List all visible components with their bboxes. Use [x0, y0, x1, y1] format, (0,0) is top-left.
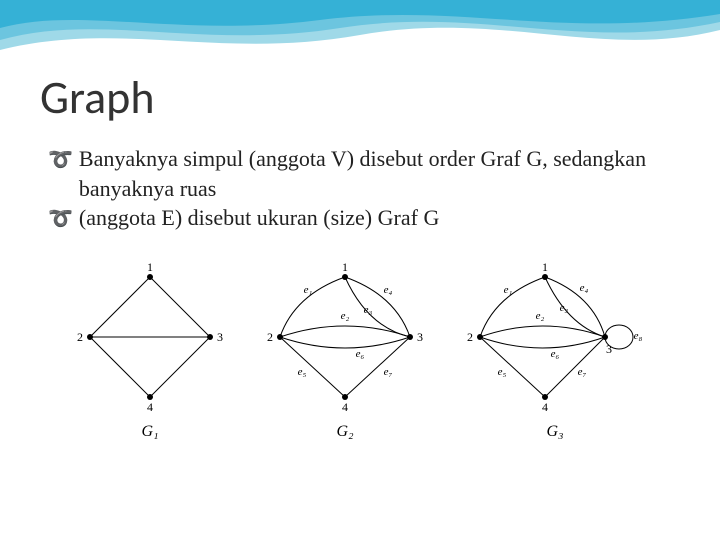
bullet-icon: ➰	[48, 147, 73, 174]
node-label: 3	[417, 330, 423, 344]
graph-edge	[90, 337, 150, 397]
graph-G2: e₁ e₄ e₂ e₆ e₅ e₇ e₃ 1 2 3 4 G₂	[260, 257, 430, 441]
edge-label: e₆	[356, 348, 365, 360]
graph-node	[207, 334, 213, 340]
graph-edge	[280, 337, 345, 397]
edge-label: e₅	[298, 366, 307, 378]
graph-edge	[545, 337, 605, 397]
graph-svg-G2: e₁ e₄ e₂ e₆ e₅ e₇ e₃ 1 2 3 4	[260, 257, 430, 417]
node-label: 4	[342, 400, 348, 414]
graph-edge	[280, 277, 345, 337]
node-label: 3	[217, 330, 223, 344]
edge-label: e₇	[384, 366, 393, 378]
edge-label: e₄	[580, 282, 589, 294]
graph-edge	[150, 337, 210, 397]
graph-node	[147, 274, 153, 280]
graph-edge	[480, 337, 605, 348]
node-label: 2	[77, 330, 83, 344]
graph-node	[407, 334, 413, 340]
edge-label: e₇	[578, 366, 587, 378]
bullet-item: ➰ Banyaknya simpul (anggota V) disebut o…	[48, 144, 680, 203]
edge-label: e₁	[304, 284, 313, 296]
edge-label: e₂	[536, 310, 545, 322]
graph-G1: 1 2 3 4 G₁	[70, 257, 230, 441]
bullet-list: ➰ Banyaknya simpul (anggota V) disebut o…	[48, 144, 680, 233]
graph-node	[342, 274, 348, 280]
graph-svg-G3: e₁ e₄ e₃ e₂ e₆ e₅ e₇ e₈ 1 2 3 4	[460, 257, 650, 417]
graph-edge	[345, 277, 410, 337]
graph-edge	[480, 337, 545, 397]
edge-label: e₃	[364, 304, 373, 316]
graph-node	[477, 334, 483, 340]
graph-edge	[280, 337, 410, 348]
graph-node	[602, 334, 608, 340]
graph-svg-G1: 1 2 3 4	[70, 257, 230, 417]
graph-edge	[345, 337, 410, 397]
bullet-text: Banyaknya simpul (anggota V) disebut ord…	[79, 144, 680, 203]
node-label: 2	[467, 330, 473, 344]
graph-edge	[90, 277, 150, 337]
node-label: 1	[542, 260, 548, 274]
graph-node	[277, 334, 283, 340]
graph-edge	[480, 326, 605, 337]
node-label: 3	[606, 342, 612, 356]
graph-edge	[280, 326, 410, 337]
node-label: 4	[147, 400, 153, 414]
slide-title: Graph	[40, 70, 680, 126]
graph-caption: G₃	[546, 423, 563, 441]
edge-label: e₅	[498, 366, 507, 378]
graphs-container: 1 2 3 4 G₁ e₁ e₄ e₂ e₆ e₅ e₇ e₃ 1 2 3 4 G₂ e₁ e₄ e₃ e₂ e₆ e₅ e₇…	[40, 257, 680, 441]
graph-node	[87, 334, 93, 340]
graph-edge	[345, 277, 410, 337]
edge-label: e₈	[634, 330, 643, 342]
node-label: 2	[267, 330, 273, 344]
edge-label: e₂	[341, 310, 350, 322]
node-label: 4	[542, 400, 548, 414]
bullet-icon: ➰	[48, 206, 73, 233]
bullet-item: ➰ (anggota E) disebut ukuran (size) Graf…	[48, 203, 680, 233]
node-label: 1	[342, 260, 348, 274]
edge-label: e₁	[504, 284, 513, 296]
graph-caption: G₁	[141, 423, 158, 441]
edge-label: e₄	[384, 284, 393, 296]
edge-label: e₆	[551, 348, 560, 360]
node-label: 1	[147, 260, 153, 274]
graph-edge	[545, 277, 605, 337]
edge-label: e₃	[560, 302, 569, 314]
graph-edge	[150, 277, 210, 337]
graph-edge	[545, 277, 605, 337]
bullet-text: (anggota E) disebut ukuran (size) Graf G	[79, 203, 439, 233]
graph-caption: G₂	[336, 423, 353, 441]
graph-G3: e₁ e₄ e₃ e₂ e₆ e₅ e₇ e₈ 1 2 3 4 G₃	[460, 257, 650, 441]
graph-node	[542, 274, 548, 280]
graph-edge	[480, 277, 545, 337]
